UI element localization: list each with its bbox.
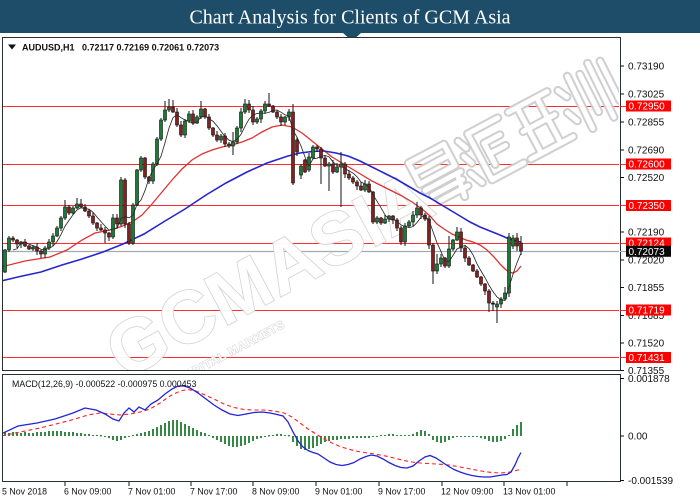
svg-text:0.73190: 0.73190 <box>628 62 665 73</box>
svg-text:0.72020: 0.72020 <box>628 256 665 267</box>
svg-text:7 Nov 17:00: 7 Nov 17:00 <box>190 487 238 497</box>
svg-text:0.71520: 0.71520 <box>628 339 665 350</box>
svg-text:7 Nov 01:00: 7 Nov 01:00 <box>128 487 176 497</box>
svg-text:0.71719: 0.71719 <box>629 306 666 317</box>
svg-text:0.72190: 0.72190 <box>628 228 665 239</box>
svg-text:0.71685: 0.71685 <box>628 311 665 322</box>
svg-text:9 Nov 01:00: 9 Nov 01:00 <box>315 487 363 497</box>
svg-text:-0.001539: -0.001539 <box>628 476 673 487</box>
svg-text:8 Nov 09:00: 8 Nov 09:00 <box>252 487 300 497</box>
svg-text:9 Nov 17:00: 9 Nov 17:00 <box>378 487 426 497</box>
svg-text:AUDUSD,H1 0.72117 0.72169 0.: AUDUSD,H1 0.72117 0.72169 0.72061 0.7207… <box>22 43 219 53</box>
svg-text:0.72950: 0.72950 <box>629 102 666 113</box>
svg-text:13 Nov 01:00: 13 Nov 01:00 <box>503 487 555 497</box>
svg-text:MACD(12,26,9) -0.000522 -0.000: MACD(12,26,9) -0.000522 -0.000975 0.0004… <box>12 379 196 389</box>
svg-text:0.72350: 0.72350 <box>629 201 666 212</box>
svg-text:6 Nov 09:00: 6 Nov 09:00 <box>64 487 112 497</box>
svg-text:0.73025: 0.73025 <box>628 90 665 101</box>
svg-text:0.72520: 0.72520 <box>628 173 665 184</box>
svg-text:5 Nov 2018: 5 Nov 2018 <box>2 487 47 497</box>
svg-text:0.72124: 0.72124 <box>629 239 666 250</box>
svg-text:0.71855: 0.71855 <box>628 283 665 294</box>
svg-text:0.72855: 0.72855 <box>628 118 665 129</box>
svg-text:0.00: 0.00 <box>628 432 648 443</box>
svg-text:12 Nov 09:00: 12 Nov 09:00 <box>441 487 493 497</box>
svg-text:0.72073: 0.72073 <box>629 247 666 258</box>
svg-text:0.72690: 0.72690 <box>628 146 665 157</box>
svg-text:0.71431: 0.71431 <box>629 353 666 364</box>
svg-text:0.001878: 0.001878 <box>628 374 670 385</box>
svg-text:Chart Analysis for Clients of: Chart Analysis for Clients of GCM Asia <box>189 7 510 29</box>
svg-text:0.72600: 0.72600 <box>629 160 666 171</box>
svg-text:0.71355: 0.71355 <box>628 366 665 377</box>
